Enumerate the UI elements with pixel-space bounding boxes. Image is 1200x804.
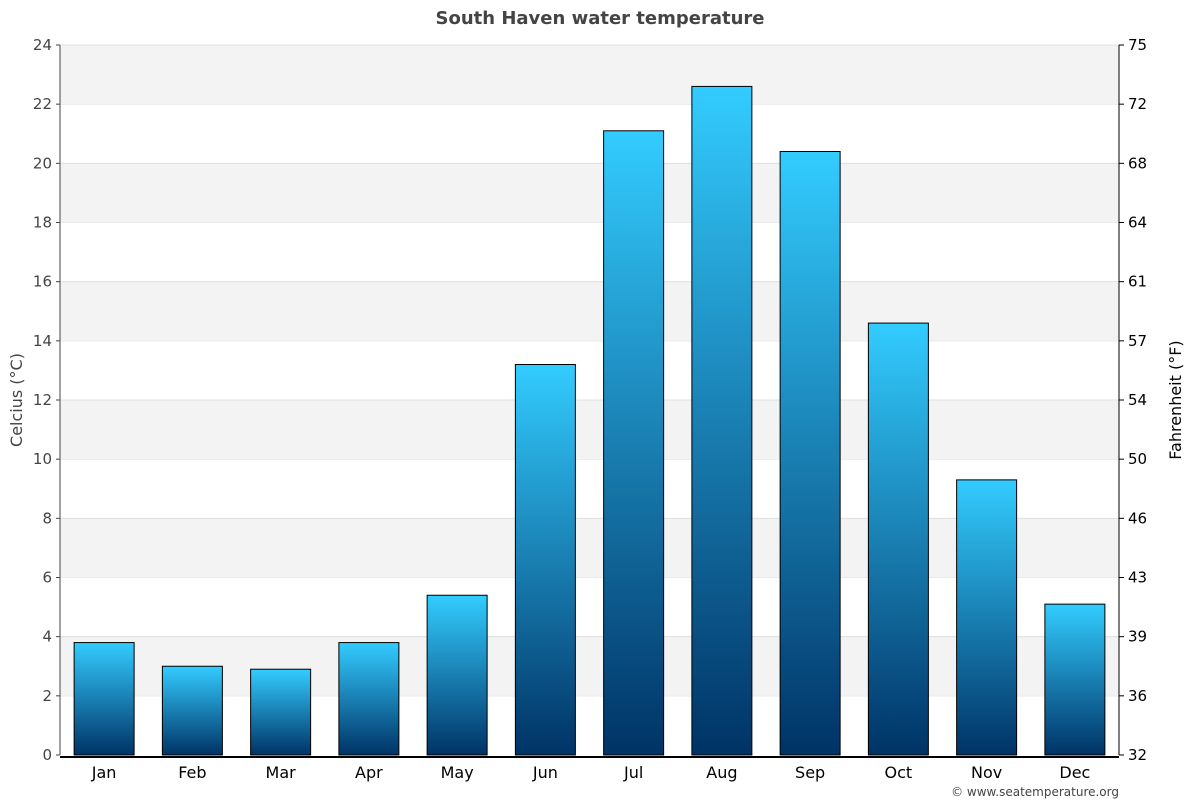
y-tick-label: 10 <box>33 450 52 468</box>
y-tick-label: 0 <box>42 746 52 764</box>
y-tick-label: 14 <box>33 332 52 350</box>
grid-band <box>60 518 1119 578</box>
bar-may <box>426 594 488 756</box>
y-tick-label: 18 <box>33 214 52 232</box>
y2-tick-label: 36 <box>1128 687 1147 705</box>
y-tick-label: 20 <box>33 154 52 172</box>
y-tick-label: 2 <box>42 687 52 705</box>
x-tick-label: Sep <box>795 763 825 782</box>
grid-band <box>60 636 1119 696</box>
y2-tick-label: 43 <box>1128 569 1147 587</box>
y2-tick-label: 61 <box>1128 273 1147 291</box>
y2-tick-label: 68 <box>1128 154 1147 172</box>
y-tick-label: 12 <box>33 391 52 409</box>
y-tick-label: 22 <box>33 95 52 113</box>
bar-jun <box>514 364 576 756</box>
grid-band <box>60 400 1119 460</box>
y-axis-label: Celcius (°C) <box>7 353 26 447</box>
y2-tick-label: 72 <box>1128 95 1147 113</box>
y2-tick-label: 57 <box>1128 332 1147 350</box>
x-tick-label: Nov <box>971 763 1002 782</box>
bar-jul <box>603 130 665 756</box>
bar-sep <box>779 151 841 756</box>
bar-dec <box>1044 603 1106 756</box>
bar-mar <box>250 668 312 756</box>
x-tick-label: May <box>441 763 474 782</box>
grid-band <box>60 163 1119 223</box>
x-tick-label: Jul <box>623 763 643 782</box>
y-tick-label: 16 <box>33 273 52 291</box>
x-tick-label: Aug <box>706 763 737 782</box>
y2-axis-label: Fahrenheit (°F) <box>1166 340 1185 459</box>
y-tick-label: 4 <box>42 628 52 646</box>
x-tick-label: Dec <box>1059 763 1090 782</box>
x-tick-label: Feb <box>178 763 206 782</box>
y-tick-label: 24 <box>33 36 52 54</box>
x-tick-label: Oct <box>885 763 913 782</box>
y2-tick-label: 75 <box>1128 36 1147 54</box>
y2-tick-label: 50 <box>1128 450 1147 468</box>
y-tick-label: 6 <box>42 569 52 587</box>
bar-feb <box>161 665 223 756</box>
x-tick-label: Apr <box>355 763 383 782</box>
grid-band <box>60 281 1119 341</box>
bar-apr <box>338 642 400 756</box>
y-tick-label: 8 <box>42 509 52 527</box>
bar-oct <box>867 322 929 756</box>
x-tick-label: Jan <box>91 763 117 782</box>
y2-tick-label: 46 <box>1128 509 1147 527</box>
x-tick-label: Mar <box>266 763 297 782</box>
y2-tick-label: 32 <box>1128 746 1147 764</box>
y2-tick-label: 54 <box>1128 391 1147 409</box>
y2-tick-label: 64 <box>1128 214 1147 232</box>
y2-tick-label: 39 <box>1128 628 1147 646</box>
bar-nov <box>956 479 1018 756</box>
bar-jan <box>73 642 135 756</box>
grid-band <box>60 45 1119 105</box>
chart-title: South Haven water temperature <box>436 8 765 29</box>
bar-aug <box>691 85 753 756</box>
credit: © www.seatemperature.org <box>951 785 1119 799</box>
x-tick-label: Jun <box>532 763 558 782</box>
